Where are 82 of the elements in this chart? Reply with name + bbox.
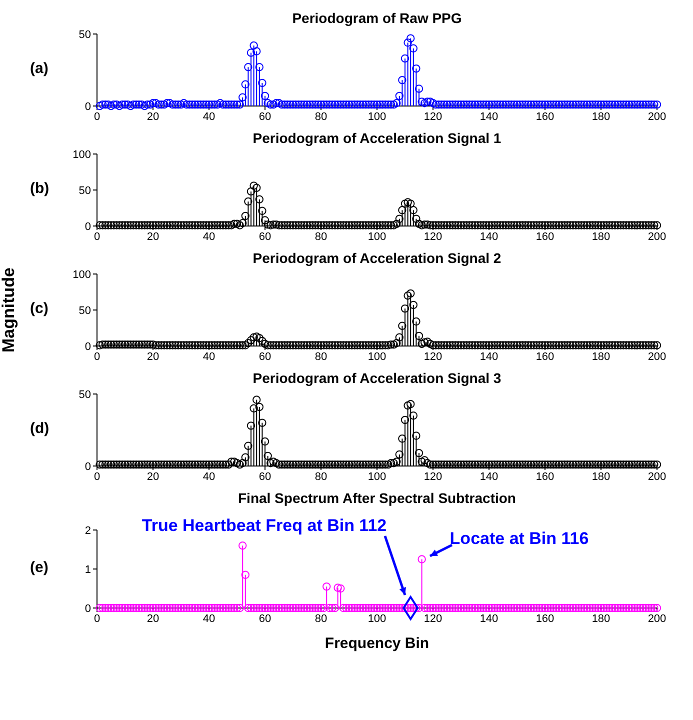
x-tick-label: 140 <box>480 110 498 123</box>
chart-title: Final Spectrum After Spectral Subtraction <box>237 489 517 508</box>
x-tick-label: 80 <box>314 350 328 363</box>
y-tick-label: 2 <box>84 524 91 537</box>
x-tick-label: 200 <box>648 470 666 483</box>
y-tick-label: 50 <box>78 28 91 41</box>
y-tick-label: 50 <box>78 388 91 401</box>
x-tick-label: 20 <box>146 470 160 483</box>
x-tick-label: 160 <box>536 470 554 483</box>
y-tick-label: 0 <box>84 100 91 113</box>
y-tick-label: 0 <box>84 460 91 473</box>
x-tick-label: 40 <box>202 470 216 483</box>
x-tick-label: 160 <box>536 350 554 363</box>
x-tick-label: 60 <box>258 230 272 243</box>
y-tick-label: 0 <box>84 220 91 233</box>
x-tick-label: 180 <box>592 230 610 243</box>
x-tick-label: 0 <box>94 470 100 483</box>
x-tick-label: 180 <box>592 470 610 483</box>
chart-title: Periodogram of Raw PPG <box>291 9 463 28</box>
x-tick-label: 200 <box>648 612 666 625</box>
x-tick-label: 60 <box>258 350 272 363</box>
x-tick-label: 200 <box>648 110 666 123</box>
y-tick-label: 100 <box>72 148 91 161</box>
x-tick-label: 120 <box>424 350 442 363</box>
x-tick-label: 60 <box>258 612 272 625</box>
x-tick-label: 0 <box>94 230 100 243</box>
x-tick-label: 100 <box>368 230 386 243</box>
x-tick-label: 0 <box>94 350 100 363</box>
x-tick-label: 120 <box>424 470 442 483</box>
x-tick-label: 40 <box>202 110 216 123</box>
x-tick-label: 20 <box>146 612 160 625</box>
x-tick-label: 120 <box>424 110 442 123</box>
text: (c) <box>30 300 48 317</box>
x-tick-label: 160 <box>536 230 554 243</box>
x-tick-label: 140 <box>480 612 498 625</box>
x-tick-label: 160 <box>536 612 554 625</box>
text: (b) <box>30 180 50 197</box>
y-tick-label: 0 <box>84 340 91 353</box>
x-tick-label: 140 <box>480 350 498 363</box>
x-tick-label: 80 <box>314 230 328 243</box>
y-tick-label: 50 <box>78 184 91 197</box>
y-tick-label: 1 <box>84 564 91 576</box>
annotation: Locate at Bin 116 <box>450 529 589 550</box>
x-tick-label: 100 <box>368 350 386 363</box>
x-tick-label: 100 <box>368 612 386 625</box>
x-tick-label: 160 <box>536 110 554 123</box>
x-tick-label: 100 <box>368 470 386 483</box>
x-tick-label: 20 <box>146 350 160 363</box>
annotation: True Heartbeat Freq at Bin 112 <box>142 516 387 536</box>
x-tick-label: 0 <box>94 110 100 123</box>
y-tick-label: 0 <box>84 602 91 615</box>
x-tick-label: 40 <box>202 612 216 625</box>
chart-title: Periodogram of Acceleration Signal 1 <box>252 129 502 148</box>
x-tick-label: 20 <box>146 110 160 123</box>
text: (d) <box>30 420 50 437</box>
x-tick-label: 180 <box>592 350 610 363</box>
chart-title: Periodogram of Acceleration Signal 2 <box>252 249 502 268</box>
x-tick-label: 120 <box>424 612 442 625</box>
x-tick-label: 80 <box>314 470 328 483</box>
x-tick-label: 60 <box>258 470 272 483</box>
x-tick-label: 80 <box>314 612 328 625</box>
x-tick-label: 0 <box>94 612 100 625</box>
x-tick-label: 180 <box>592 110 610 123</box>
text: (e) <box>30 559 48 576</box>
x-tick-label: 140 <box>480 230 498 243</box>
x-tick-label: 120 <box>424 230 442 243</box>
x-tick-label: 40 <box>202 230 216 243</box>
x-tick-label: 200 <box>648 230 666 243</box>
x-tick-label: 80 <box>314 110 328 123</box>
x-tick-label: 200 <box>648 350 666 363</box>
y-tick-label: 100 <box>72 268 91 281</box>
x-tick-label: 40 <box>202 350 216 363</box>
x-axis-title: Frequency Bin <box>324 635 430 652</box>
x-tick-label: 140 <box>480 470 498 483</box>
x-tick-label: 60 <box>258 110 272 123</box>
x-tick-label: 100 <box>368 110 386 123</box>
x-tick-label: 180 <box>592 612 610 625</box>
y-axis-title: Magnitude <box>0 266 19 354</box>
text: (a) <box>30 60 48 77</box>
y-tick-label: 50 <box>78 304 91 317</box>
chart-title: Periodogram of Acceleration Signal 3 <box>252 369 502 388</box>
x-tick-label: 20 <box>146 230 160 243</box>
